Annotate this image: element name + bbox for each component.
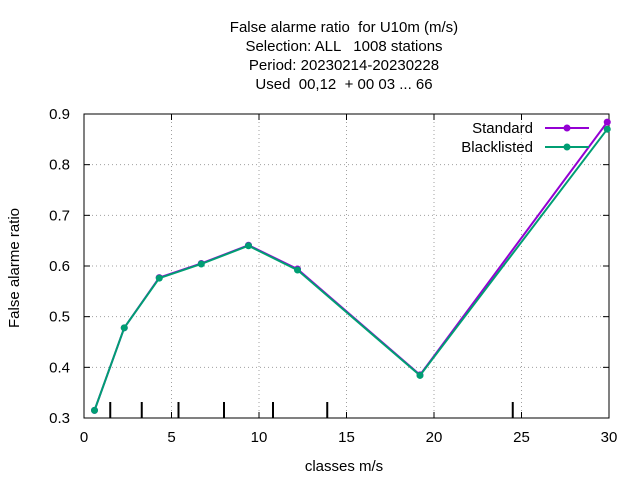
x-tick-label: 15 — [338, 429, 355, 446]
y-tick-label: 0.4 — [49, 359, 70, 376]
y-tick-label: 0.3 — [49, 410, 70, 427]
x-tick-label: 10 — [251, 429, 268, 446]
x-tick-label: 0 — [80, 429, 88, 446]
data-point-blacklisted — [197, 260, 205, 268]
chart-title-line-1: False alarme ratio for U10m (m/s) — [229, 19, 459, 36]
legend-marker-blacklisted — [563, 143, 571, 151]
data-point-blacklisted — [155, 274, 163, 282]
series-group — [91, 118, 611, 414]
y-tick-label: 0.9 — [49, 106, 70, 123]
series-line-blacklisted — [93, 128, 609, 411]
data-point-blacklisted — [603, 125, 611, 133]
data-point-blacklisted — [91, 406, 98, 414]
y-tick-label: 0.7 — [49, 207, 70, 224]
chart-title-line-3: Period: 20230214-20230228 — [248, 57, 440, 74]
data-point-blacklisted — [120, 324, 128, 332]
grid-lines — [84, 114, 609, 418]
plot-border — [83, 113, 610, 419]
legend-marker-standard — [563, 124, 571, 132]
legend-label-standard: Standard — [472, 120, 533, 137]
x-tick-label: 30 — [601, 429, 618, 446]
y-tick-label: 0.5 — [49, 309, 70, 326]
y-tick-label: 0.8 — [49, 157, 70, 174]
chart-title-line-4: Used 00,12 + 00 03 ... 66 — [255, 76, 433, 93]
legend: Standard Blacklisted — [461, 120, 589, 156]
x-tick-label: 25 — [513, 429, 530, 446]
y-axis-label: False alarme ratio — [6, 208, 23, 328]
x-axis-label: classes m/s — [305, 458, 383, 475]
data-point-blacklisted — [416, 371, 424, 379]
class-markers — [109, 402, 514, 418]
chart-title-line-2: Selection: ALL 1008 stations — [245, 38, 443, 55]
axes: 0 5 10 15 20 25 30 0.3 0.4 0.5 0.6 0.7 0.8 0.9 — [49, 106, 617, 446]
x-tick-label: 20 — [426, 429, 443, 446]
data-point-standard — [603, 118, 611, 126]
data-point-blacklisted — [294, 266, 301, 274]
x-tick-label: 5 — [167, 429, 175, 446]
y-tick-label: 0.6 — [49, 258, 70, 275]
legend-label-blacklisted: Blacklisted — [461, 139, 533, 156]
data-point-blacklisted — [245, 242, 252, 250]
